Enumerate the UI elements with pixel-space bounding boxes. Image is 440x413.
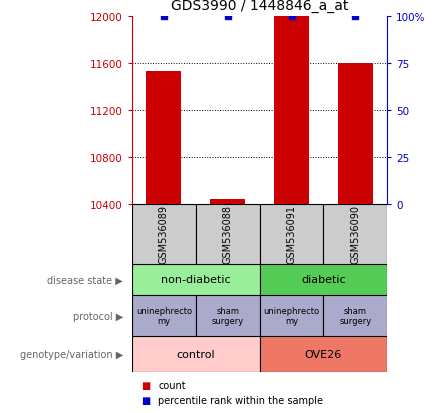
Bar (260, 295, 323, 337)
Text: diabetic: diabetic (301, 275, 346, 285)
Text: GSM536089: GSM536089 (159, 205, 169, 264)
Text: GSM536091: GSM536091 (286, 205, 297, 264)
Bar (323, 295, 387, 337)
Bar (260, 337, 387, 372)
Text: disease state ▶: disease state ▶ (48, 275, 123, 285)
Text: protocol ▶: protocol ▶ (73, 311, 123, 321)
Bar (338, 64, 373, 204)
Text: ■: ■ (141, 394, 150, 405)
Text: GSM536090: GSM536090 (350, 205, 360, 264)
Text: non-diabetic: non-diabetic (161, 275, 231, 285)
Text: uninephrecto
my: uninephrecto my (264, 306, 319, 325)
Text: count: count (158, 380, 186, 390)
Bar (196, 204, 260, 264)
Bar (260, 264, 387, 295)
Bar (147, 72, 181, 204)
Text: percentile rank within the sample: percentile rank within the sample (158, 394, 323, 405)
Text: sham
surgery: sham surgery (339, 306, 371, 325)
Bar (132, 204, 196, 264)
Text: OVE26: OVE26 (305, 349, 342, 359)
Bar (260, 204, 323, 264)
Bar (274, 17, 309, 204)
Text: control: control (176, 349, 215, 359)
Bar (196, 295, 260, 337)
Text: ■: ■ (141, 380, 150, 390)
Bar (323, 204, 387, 264)
Text: uninephrecto
my: uninephrecto my (136, 306, 192, 325)
Text: sham
surgery: sham surgery (212, 306, 244, 325)
Bar (132, 337, 260, 372)
Bar (132, 264, 260, 295)
Text: GSM536088: GSM536088 (223, 205, 233, 264)
Text: genotype/variation ▶: genotype/variation ▶ (20, 349, 123, 359)
Title: GDS3990 / 1448846_a_at: GDS3990 / 1448846_a_at (171, 0, 348, 13)
Bar (210, 199, 245, 204)
Bar (132, 295, 196, 337)
